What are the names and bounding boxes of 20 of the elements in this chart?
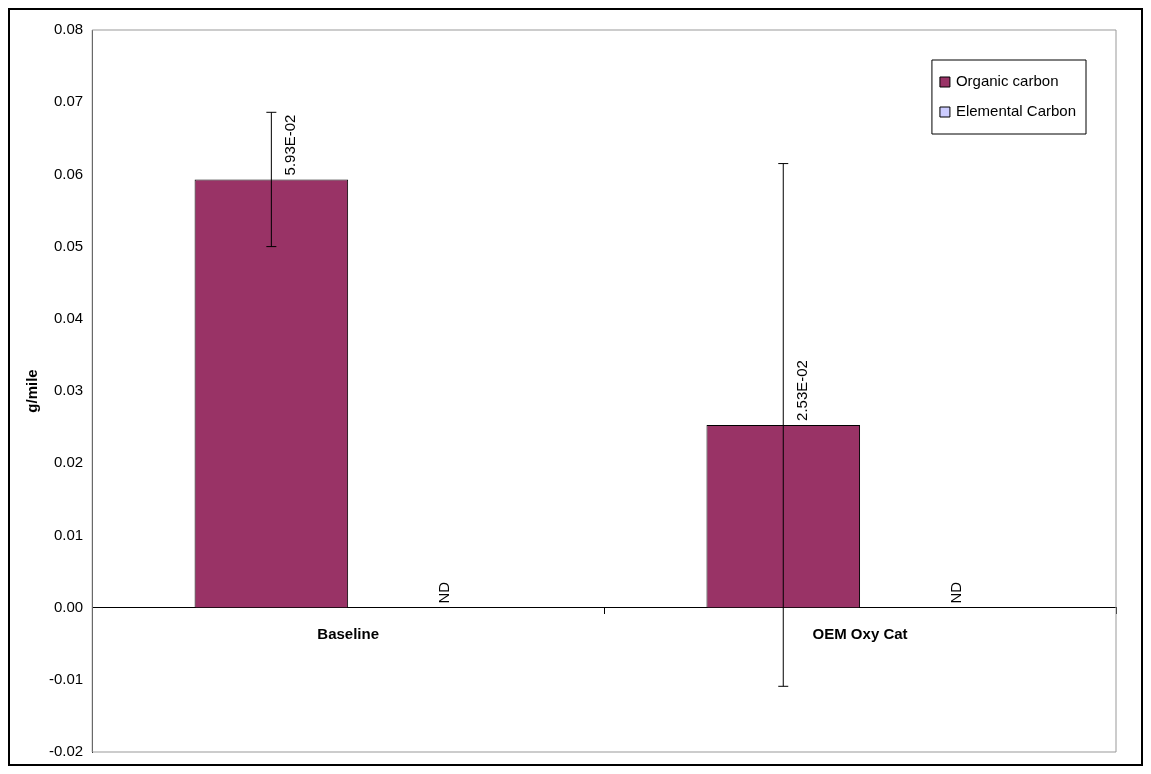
y-tick-label: 0.03 [53, 381, 84, 399]
x-tick-label: Baseline [317, 624, 379, 642]
data-label: 5.93E-02 [281, 114, 299, 176]
text: ND [435, 581, 453, 604]
legend-label: Elemental Carbon [955, 102, 1077, 120]
y-tick-label: -0.02 [48, 742, 84, 760]
y-tick-label: 0.02 [53, 453, 84, 471]
y-tick-label: 0.05 [53, 236, 84, 254]
y-tick-label: 0.04 [53, 308, 84, 326]
y-tick-label: 0.00 [53, 597, 84, 615]
y-tick-label: 0.08 [53, 20, 84, 38]
y-tick-label: -0.01 [48, 669, 84, 687]
text: ND [946, 581, 964, 604]
y-tick-label: 0.07 [53, 92, 84, 110]
x-tick-label: OEM Oxy Cat [812, 624, 908, 642]
legend-label: Organic carbon [955, 72, 1059, 90]
y-axis-title: g/mile [23, 369, 41, 413]
data-label: 2.53E-02 [793, 360, 811, 421]
y-tick-label: 0.01 [53, 525, 84, 543]
y-tick-label: 0.06 [53, 164, 84, 182]
